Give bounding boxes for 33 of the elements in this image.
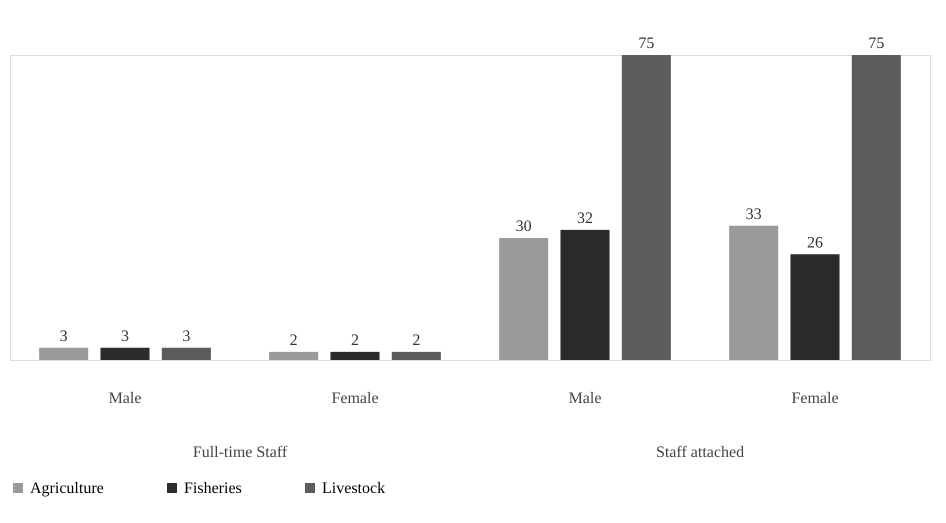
x-tick-label: Male [108, 390, 142, 407]
data-label: 75 [638, 35, 654, 52]
legend-label: Livestock [322, 480, 386, 497]
bar [852, 55, 901, 360]
x-tick-label: Female [791, 390, 839, 407]
bar [330, 352, 380, 360]
x-tick-label: Female [331, 390, 379, 407]
bar [39, 348, 88, 360]
data-label: 3 [121, 328, 129, 345]
data-label: 2 [290, 332, 298, 349]
bar [622, 55, 671, 360]
data-label: 32 [577, 210, 593, 227]
data-label: 2 [412, 332, 420, 349]
text: Staff attached [656, 444, 744, 461]
bar [729, 226, 778, 360]
bar [392, 352, 441, 360]
bar [499, 238, 548, 360]
bar [790, 254, 840, 360]
legend-label: Agriculture [30, 480, 104, 497]
x-tick-label: Male [568, 390, 602, 407]
data-label: 3 [182, 328, 190, 345]
legend-label: Fisheries [184, 480, 242, 497]
data-label: 75 [868, 35, 884, 52]
data-label: 33 [746, 206, 762, 223]
data-label: 2 [351, 332, 359, 349]
bar [269, 352, 318, 360]
text: Full-time Staff [192, 444, 288, 461]
bar [162, 348, 211, 360]
bar [560, 230, 610, 360]
data-label: 3 [60, 328, 68, 345]
data-label: 30 [516, 218, 532, 235]
bar [100, 348, 150, 360]
data-label: 26 [807, 234, 823, 252]
